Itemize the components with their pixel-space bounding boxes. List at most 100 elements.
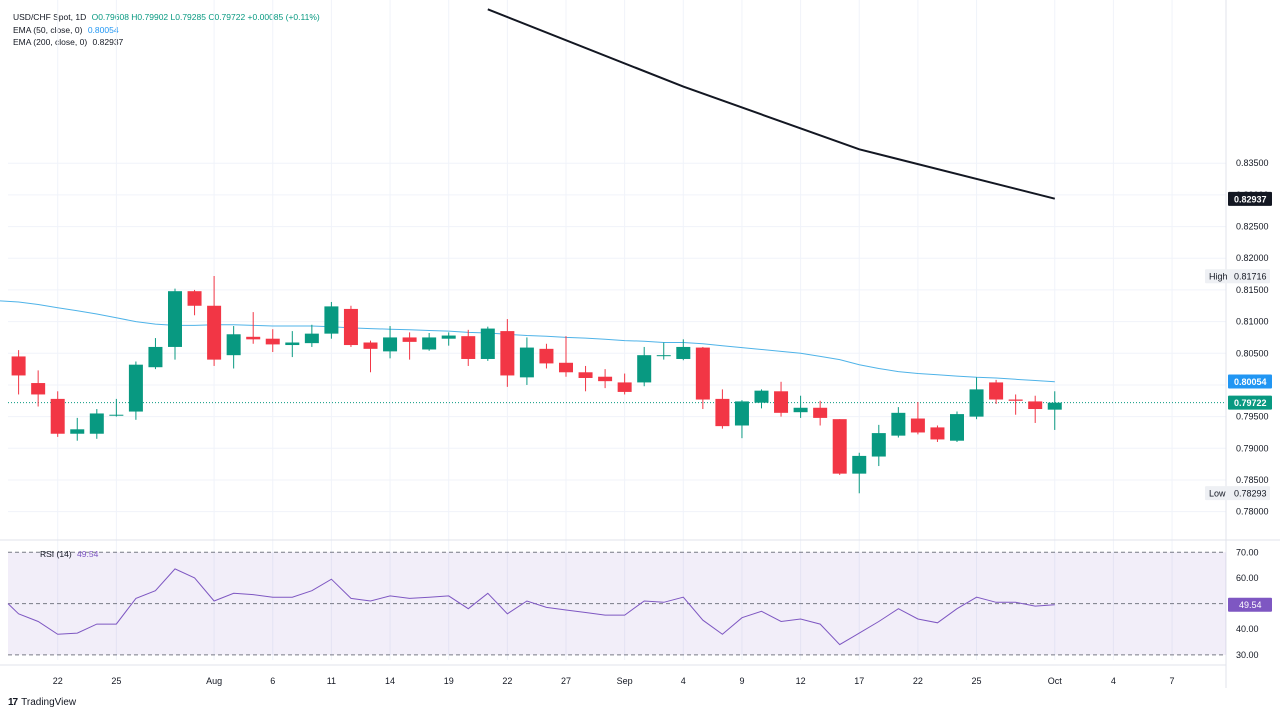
x-tick-label: 22 — [913, 676, 923, 686]
x-tick-label: 12 — [796, 676, 806, 686]
x-tick-label: 22 — [53, 676, 63, 686]
y-tick-label: 0.79000 — [1236, 443, 1269, 453]
candle-up — [480, 328, 495, 359]
x-tick-label: 4 — [1111, 676, 1116, 686]
rsi-label: RSI (14) — [40, 549, 72, 559]
candle-down — [813, 407, 828, 418]
y-tick-label: 0.78500 — [1236, 475, 1269, 485]
candle-down — [500, 331, 515, 376]
legend-ema200-row: EMA (200, close, 0) 0.82937 — [13, 36, 320, 49]
x-tick-label: 14 — [385, 676, 395, 686]
legend-ema50-row: EMA (50, close, 0) 0.80054 — [13, 24, 320, 37]
candle-down — [363, 342, 378, 349]
candle-up — [969, 389, 984, 417]
rsi-value-label: 49.54 — [1239, 600, 1262, 610]
candle-up — [304, 333, 319, 344]
low-value: 0.78293 — [1234, 489, 1267, 499]
candle-down — [246, 336, 261, 340]
ema200-line — [487, 8, 1056, 200]
rsi-legend: RSI (14) 49.54 — [40, 549, 98, 559]
candle-down — [715, 398, 730, 427]
low-label: Low — [1209, 489, 1226, 499]
candle-up — [89, 413, 104, 434]
ema50-price-label: 0.80054 — [1234, 377, 1267, 387]
candle-down — [559, 362, 573, 373]
candle-up — [422, 337, 437, 350]
symbol-title: USD/CHF Spot, 1D — [13, 12, 87, 22]
x-tick-label: 17 — [854, 676, 864, 686]
candle-up — [168, 291, 182, 347]
rsi-value-box — [1228, 597, 1272, 612]
candle-up — [226, 334, 241, 356]
tradingview-brand: TradingView — [21, 697, 77, 708]
candle-down — [461, 336, 476, 359]
candle-down — [774, 391, 789, 413]
candle-down — [207, 305, 222, 360]
candle-up — [128, 364, 143, 412]
candle-up — [324, 306, 339, 334]
last-price-label: 0.79722 — [1234, 398, 1267, 408]
candle-down — [617, 382, 632, 392]
rsi-tick-label: 70.00 — [1236, 547, 1259, 557]
y-tick-label: 0.80500 — [1236, 348, 1269, 358]
last-price-label-bg — [1228, 395, 1272, 410]
rsi-value: 49.54 — [77, 549, 99, 559]
candle-down — [187, 291, 202, 306]
high-value: 0.81716 — [1234, 272, 1267, 282]
candle-up — [70, 429, 85, 434]
y-tick-label: 0.82500 — [1236, 222, 1269, 232]
candle-down — [50, 398, 65, 434]
rsi-tick-label: 30.00 — [1236, 650, 1259, 660]
candle-up — [891, 412, 906, 436]
y-tick-label: 0.82000 — [1236, 253, 1269, 263]
candle-up — [676, 346, 691, 359]
x-tick-label: Oct — [1048, 676, 1063, 686]
x-tick-label: Aug — [206, 676, 222, 686]
candle-up — [793, 407, 808, 413]
candle-down — [539, 348, 554, 364]
candle-up — [754, 390, 769, 403]
ema200-label: EMA (200, close, 0) — [13, 37, 88, 47]
candle-down — [989, 382, 1004, 400]
legend-ohlc-row: USD/CHF Spot, 1D O0.79608 H0.79902 L0.79… — [13, 11, 320, 24]
candle-down — [31, 383, 46, 395]
candle-up — [1047, 402, 1062, 410]
candle-down — [598, 376, 613, 382]
candle-down — [578, 372, 593, 378]
tradingview-logo[interactable]: 17 TradingView — [8, 697, 76, 708]
candle-down — [343, 308, 358, 346]
candle-up — [519, 347, 534, 378]
x-tick-label: 27 — [561, 676, 571, 686]
candle-down — [695, 347, 710, 400]
ema50-price-label-bg — [1228, 374, 1272, 389]
candle-up — [734, 401, 749, 426]
candle-up — [383, 337, 398, 352]
candle-down — [402, 337, 417, 342]
y-tick-label: 0.83500 — [1236, 158, 1269, 168]
x-tick-label: 25 — [111, 676, 121, 686]
candle-down — [11, 356, 26, 376]
rsi-tick-label: 60.00 — [1236, 573, 1259, 583]
ema200-value: 0.82937 — [92, 37, 124, 47]
candle-up — [871, 433, 886, 457]
x-tick-label: Sep — [617, 676, 633, 686]
candle-up — [950, 414, 964, 441]
high-label: High — [1209, 272, 1228, 282]
candle-down — [265, 338, 280, 345]
candle-up — [109, 414, 124, 416]
ema200-price-label-bg — [1228, 191, 1272, 206]
ema50-value: 0.80054 — [87, 24, 119, 35]
x-tick-label: 7 — [1170, 676, 1175, 686]
ema50-label: EMA (50, close, 0) — [13, 24, 83, 35]
candle-up — [441, 335, 456, 339]
x-tick-label: 4 — [681, 676, 686, 686]
y-tick-label: 0.78000 — [1236, 507, 1269, 517]
chart-legend: USD/CHF Spot, 1D O0.79608 H0.79902 L0.79… — [13, 11, 320, 49]
x-tick-label: 19 — [444, 676, 454, 686]
x-tick-label: 9 — [739, 676, 744, 686]
x-tick-label: 25 — [972, 676, 982, 686]
ema200-price-label: 0.82937 — [1234, 194, 1267, 204]
candle-up — [656, 355, 671, 357]
low-bg — [1205, 486, 1270, 501]
